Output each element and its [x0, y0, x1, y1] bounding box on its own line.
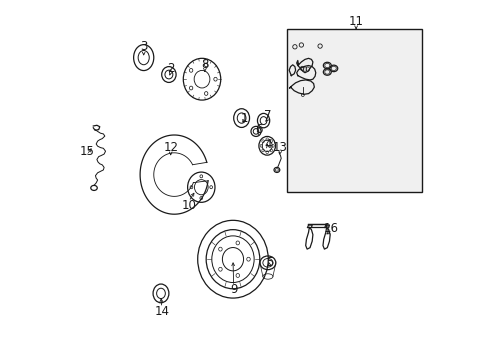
Text: 16: 16 — [323, 222, 338, 235]
Text: 4: 4 — [264, 138, 271, 150]
Text: 5: 5 — [265, 256, 273, 269]
Text: 6: 6 — [255, 123, 262, 136]
Text: 7: 7 — [264, 109, 271, 122]
Text: 14: 14 — [154, 305, 169, 318]
Text: 12: 12 — [163, 141, 178, 154]
Text: 11: 11 — [348, 15, 363, 28]
Bar — [286, 29, 421, 192]
Text: 15: 15 — [79, 145, 94, 158]
Text: 13: 13 — [272, 141, 287, 154]
Text: 10: 10 — [181, 199, 196, 212]
Text: 3: 3 — [140, 40, 147, 53]
Bar — [286, 29, 421, 192]
Text: 8: 8 — [201, 58, 208, 71]
Text: 1: 1 — [240, 112, 248, 125]
Text: 9: 9 — [229, 283, 237, 296]
Text: 2: 2 — [166, 62, 174, 75]
